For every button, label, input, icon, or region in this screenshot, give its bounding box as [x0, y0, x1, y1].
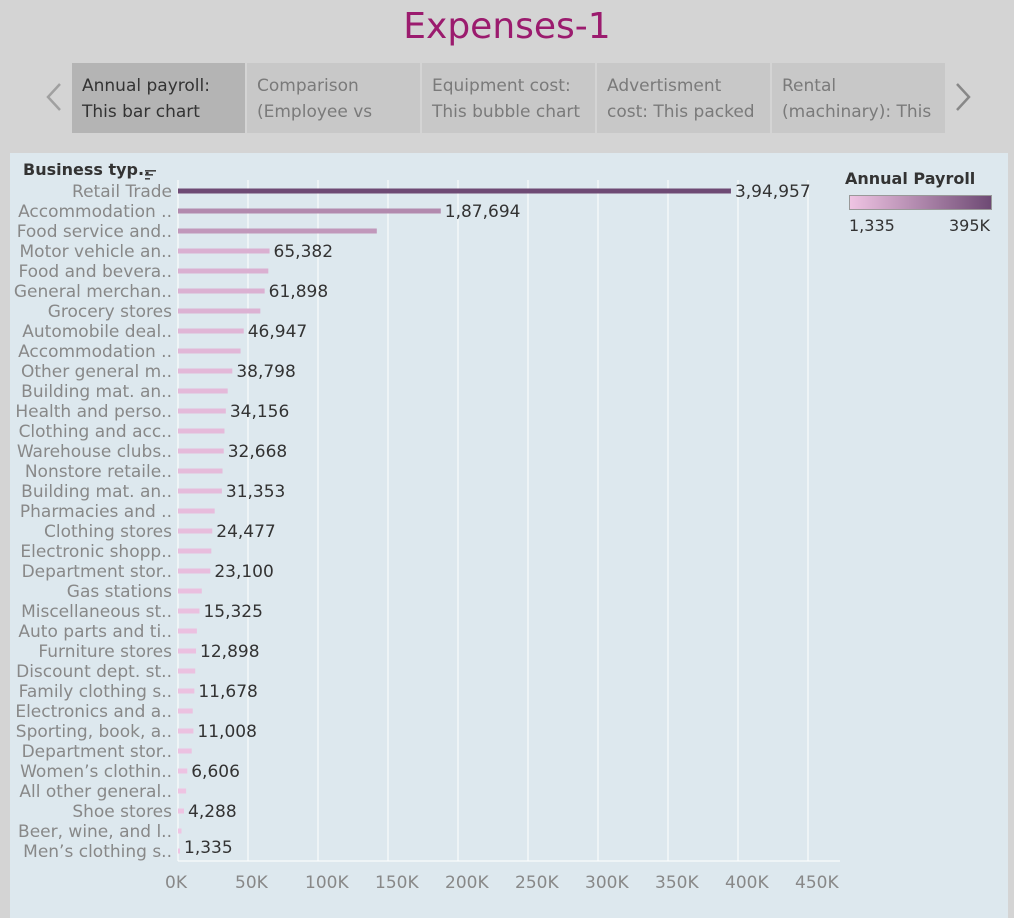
story-point-line1: Advertisment — [607, 76, 722, 96]
story-point-line1: Annual payroll: — [82, 76, 210, 96]
story-point-equipment-cost[interactable]: Equipment cost: This bubble chart — [422, 63, 595, 133]
story-point-comparison[interactable]: Comparison (Employee vs — [247, 63, 420, 133]
story-point-line2: cost: This packed — [607, 102, 755, 122]
story-point-line2: This bar chart — [82, 102, 200, 122]
legend-max-label: 395K — [949, 216, 991, 235]
page-title: Expenses-1 — [403, 6, 611, 47]
row-header: Business typ.. — [23, 160, 151, 179]
story-point-rental[interactable]: Rental (machinary): This — [772, 63, 945, 133]
chevron-left-icon[interactable] — [42, 82, 66, 112]
legend-min-label: 1,335 — [849, 216, 895, 235]
sort-icon[interactable] — [145, 166, 157, 185]
story-point-line2: (machinary): This — [782, 102, 932, 122]
chart-panel — [10, 153, 1008, 918]
story-point-line1: Equipment cost: — [432, 76, 571, 96]
story-point-annual-payroll[interactable]: Annual payroll: This bar chart — [72, 63, 245, 133]
story-point-line2: This bubble chart — [432, 102, 581, 122]
legend-color-ramp — [849, 195, 992, 210]
chevron-right-icon[interactable] — [951, 82, 975, 112]
legend-title: Annual Payroll — [845, 169, 976, 188]
story-point-line1: Rental — [782, 76, 837, 96]
story-point-line1: Comparison — [257, 76, 359, 96]
story-point-line2: (Employee vs — [257, 102, 373, 122]
story-point-advertisment-cost[interactable]: Advertisment cost: This packed — [597, 63, 770, 133]
